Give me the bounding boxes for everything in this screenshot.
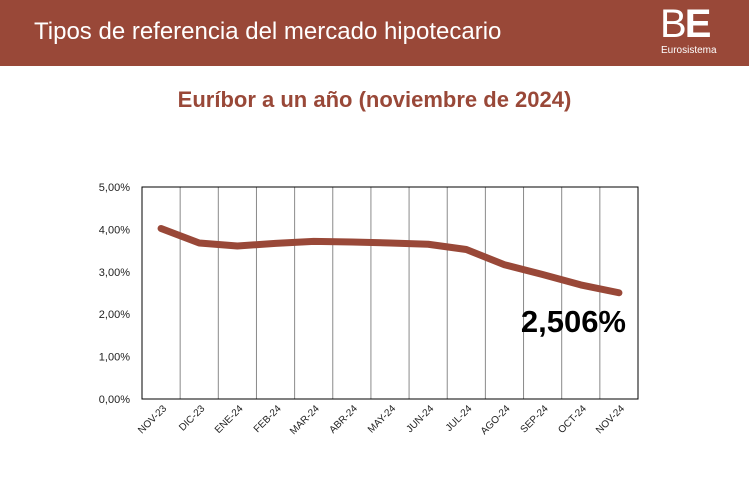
x-tick-label: MAR-24 <box>288 403 322 437</box>
y-tick-label: 4,00% <box>99 224 130 236</box>
x-tick-label: ENE-24 <box>213 403 246 436</box>
x-tick-label: AGO-24 <box>479 403 513 437</box>
logo-mark: BE <box>660 2 711 46</box>
y-tick-label: 5,00% <box>99 182 130 194</box>
y-tick-label: 3,00% <box>99 267 130 279</box>
banco-espana-logo: BE Eurosistema <box>660 2 740 58</box>
series-line <box>157 224 623 297</box>
y-tick-label: 2,00% <box>99 309 130 321</box>
x-tick-label: JUN-24 <box>405 403 437 435</box>
x-tick-label: JUL-24 <box>444 403 475 434</box>
header-bar: Tipos de referencia del mercado hipoteca… <box>0 0 749 66</box>
x-tick-label: NOV-24 <box>594 403 627 436</box>
plot-frame <box>141 186 639 400</box>
y-tick-label: 0,00% <box>99 394 130 406</box>
chart-title: Euríbor a un año (noviembre de 2024) <box>177 87 572 112</box>
x-tick-label: NOV-23 <box>136 403 169 436</box>
logo-subtitle: Eurosistema <box>661 45 717 56</box>
x-tick-label: OCT-24 <box>556 403 589 436</box>
x-tick-label: MAY-24 <box>366 403 398 435</box>
x-tick-label: FEB-24 <box>252 403 284 435</box>
y-tick-label: 1,00% <box>99 352 130 364</box>
value-annotation: 2,506% <box>521 304 626 339</box>
header-title: Tipos de referencia del mercado hipoteca… <box>34 18 502 45</box>
x-tick-label: ABR-24 <box>327 403 360 436</box>
x-tick-label: DIC-23 <box>177 403 207 433</box>
x-tick-label: SEP-24 <box>519 403 551 435</box>
